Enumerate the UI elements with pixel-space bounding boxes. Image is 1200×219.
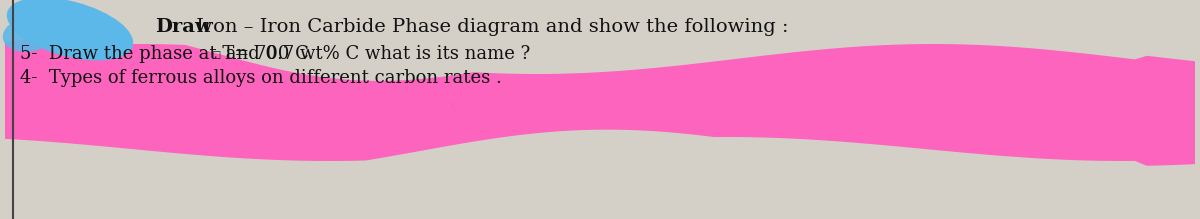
Polygon shape — [5, 34, 1195, 166]
Text: Iron – Iron Carbide Phase diagram and show the following :: Iron – Iron Carbide Phase diagram and sh… — [190, 18, 788, 36]
Text: and 0.7 wt% C what is its name ?: and 0.7 wt% C what is its name ? — [220, 45, 530, 63]
Ellipse shape — [2, 16, 58, 52]
Text: ......  ,: ...... , — [370, 92, 402, 102]
Text: 4-  Types of ferrous alloys on different carbon rates .: 4- Types of ferrous alloys on different … — [20, 69, 502, 87]
Ellipse shape — [7, 0, 133, 60]
Text: □: □ — [211, 51, 220, 60]
Text: 5-  Draw the phase at T= 700 C: 5- Draw the phase at T= 700 C — [20, 45, 308, 63]
Text: Draw: Draw — [155, 18, 212, 36]
